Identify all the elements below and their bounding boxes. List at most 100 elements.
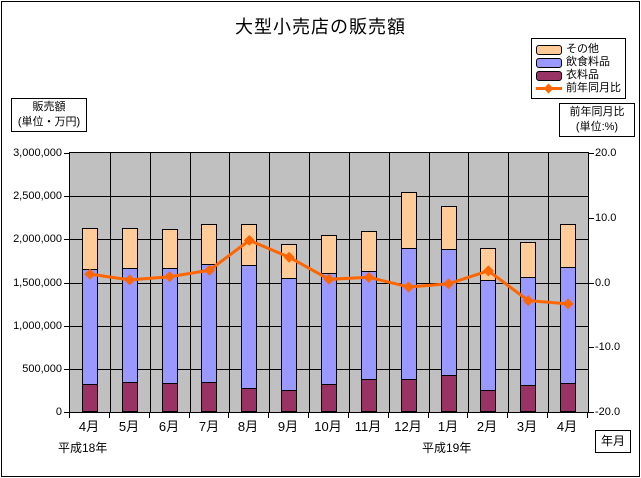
bar-segment-飲食料品	[441, 249, 457, 376]
y-axis-left-tick-label: 500,000	[22, 363, 62, 375]
legend-item: 衣料品	[536, 69, 621, 82]
bar-stack	[361, 231, 377, 412]
x-axis-month-label: 4月	[556, 419, 578, 434]
y-axis-right-tick-label: 20.0	[595, 147, 617, 159]
yoy-line-swatch-icon	[536, 83, 562, 94]
bar-segment-衣料品	[82, 384, 98, 412]
bar-segment-衣料品	[162, 383, 178, 412]
x-axis-month-label: 3月	[516, 419, 538, 434]
bar-segment-その他	[480, 248, 496, 281]
bar-stack	[82, 228, 98, 412]
y-axis-right-tick	[589, 412, 594, 413]
left-axis-unit-line2: (単位・万円)	[17, 116, 81, 128]
x-axis-category-tick	[388, 413, 389, 418]
bar-segment-その他	[241, 224, 257, 266]
x-axis-category-tick	[228, 413, 229, 418]
y-axis-left-tick-label: 2,500,000	[13, 190, 62, 202]
bar-segment-衣料品	[281, 390, 297, 412]
x-axis-month-label: 7月	[198, 419, 220, 434]
bar-stack	[281, 244, 297, 412]
gridline-vertical	[389, 153, 390, 412]
y-axis-left-tick	[64, 196, 69, 197]
y-axis-right-tick	[589, 283, 594, 284]
legend-label: 前年同月比	[566, 82, 621, 94]
y-axis-left-tick-label: 0	[55, 406, 62, 418]
x-axis-month-label: 12月	[394, 419, 422, 434]
y-axis-left-tick	[64, 369, 69, 370]
x-axis-category-tick	[547, 413, 548, 418]
bar-segment-衣料品	[520, 385, 536, 412]
bar-segment-飲食料品	[401, 248, 417, 380]
x-axis-category-tick	[189, 413, 190, 418]
bar-stack	[441, 206, 457, 412]
gridline-vertical	[468, 153, 469, 412]
y-axis-left-tick	[64, 239, 69, 240]
y-axis-right-tick-label: -10.0	[595, 341, 621, 353]
bar-segment-衣料品	[122, 382, 138, 412]
gridline-vertical	[429, 153, 430, 412]
x-axis-month-label: 9月	[277, 419, 299, 434]
bar-segment-衣料品	[241, 388, 257, 412]
y-axis-right-tick	[589, 153, 594, 154]
bar-segment-飲食料品	[162, 268, 178, 384]
bar-segment-衣料品	[321, 384, 337, 412]
era-label-heisei19: 平成19年	[422, 441, 472, 455]
bar-segment-飲食料品	[321, 273, 337, 385]
y-axis-left-tick	[64, 283, 69, 284]
x-axis-month-label: 1月	[437, 419, 459, 434]
gridline-vertical	[349, 153, 350, 412]
bar-segment-飲食料品	[82, 269, 98, 385]
bar-segment-衣料品	[201, 382, 217, 412]
x-axis-category-tick	[348, 413, 349, 418]
gridline-horizontal	[70, 196, 588, 197]
x-axis-category-tick	[308, 413, 309, 418]
bar-segment-飲食料品	[201, 264, 217, 383]
bar-stack	[241, 224, 257, 412]
gridline-vertical	[229, 153, 230, 412]
x-axis-title-box: 年月	[595, 430, 632, 453]
legend-label: その他	[566, 43, 599, 55]
gridline-vertical	[548, 153, 549, 412]
gridline-vertical	[190, 153, 191, 412]
y-axis-left-tick-label: 1,500,000	[13, 277, 62, 289]
bar-segment-衣料品	[441, 375, 457, 412]
x-axis-category-tick	[507, 413, 508, 418]
bar-stack	[480, 248, 496, 412]
legend-item: 飲食料品	[536, 56, 621, 69]
legend-color-swatch	[536, 44, 562, 55]
bar-stack	[520, 242, 536, 412]
bar-stack	[201, 224, 217, 412]
legend-label: 飲食料品	[566, 56, 610, 68]
bar-segment-その他	[520, 242, 536, 278]
legend-color-swatch	[536, 70, 562, 81]
legend-color-swatch	[536, 57, 562, 68]
x-axis-category-tick	[467, 413, 468, 418]
bar-segment-その他	[560, 224, 576, 268]
legend: その他 飲食料品 衣料品 前年同月比	[531, 38, 626, 99]
x-axis-month-label: 6月	[158, 419, 180, 434]
bar-stack	[162, 229, 178, 412]
y-axis-right-tick-label: 10.0	[595, 212, 617, 224]
bar-stack	[401, 192, 417, 412]
bar-segment-衣料品	[560, 383, 576, 412]
y-axis-left-tick-label: 3,000,000	[13, 147, 62, 159]
bar-segment-その他	[82, 228, 98, 270]
gridline-vertical	[508, 153, 509, 412]
bar-segment-飲食料品	[520, 277, 536, 386]
bar-segment-衣料品	[480, 390, 496, 412]
x-axis-category-tick	[587, 413, 588, 418]
bar-segment-飲食料品	[122, 268, 138, 383]
bar-segment-その他	[162, 229, 178, 269]
x-axis-category-tick	[428, 413, 429, 418]
gridline-vertical	[309, 153, 310, 412]
x-axis-month-label: 10月	[314, 419, 342, 434]
right-axis-unit-line2: (単位:%)	[575, 121, 619, 133]
x-axis-month-label: 2月	[476, 419, 498, 434]
y-axis-left-tick-label: 2,000,000	[13, 233, 62, 245]
y-axis-right-tick-label: -20.0	[595, 406, 621, 418]
x-axis-category-tick	[109, 413, 110, 418]
bar-segment-その他	[201, 224, 217, 265]
bar-segment-その他	[361, 231, 377, 272]
line-swatch-diamond-icon	[543, 83, 554, 94]
